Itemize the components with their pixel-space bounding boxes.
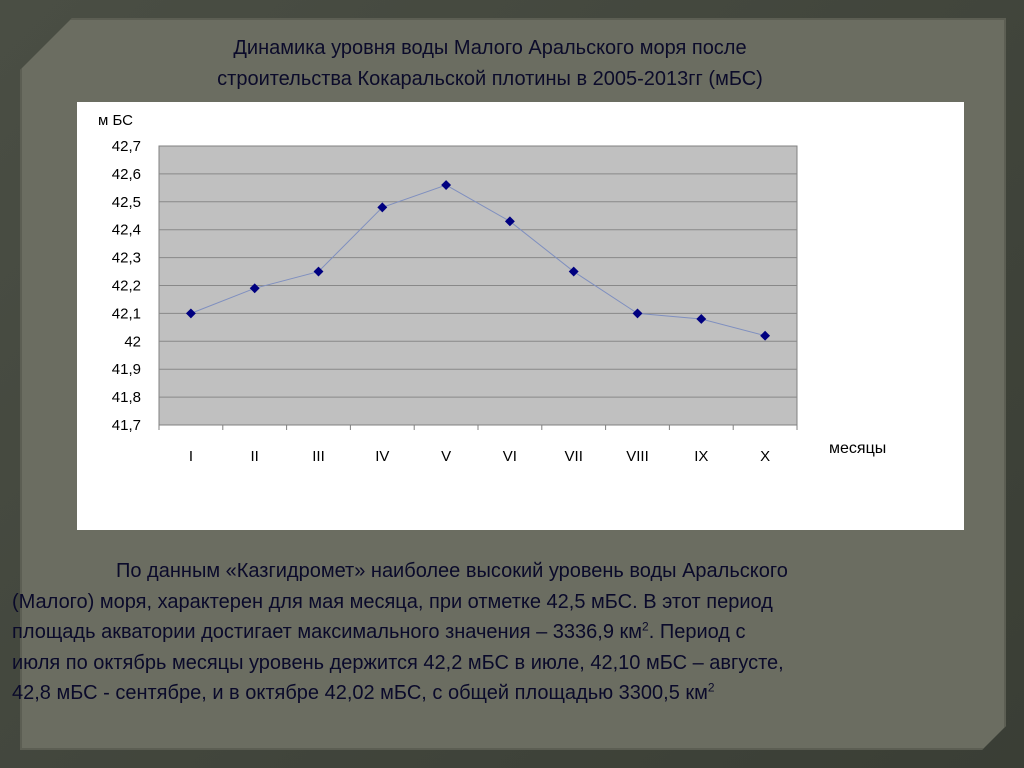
x-tick-label: VII xyxy=(565,448,583,465)
data-point xyxy=(568,266,579,277)
y-tick-label: 41,7 xyxy=(112,417,141,434)
y-tick-label: 42,7 xyxy=(112,138,141,155)
x-tick-label: VIII xyxy=(626,448,649,465)
body-line-5a: 42,8 мБС - сентябре, и в октябре 42,02 м… xyxy=(12,682,708,704)
data-point xyxy=(249,283,260,294)
y-axis-label: м БС xyxy=(98,112,133,129)
x-tick-label: V xyxy=(441,448,451,465)
data-point xyxy=(632,308,643,319)
y-tick-label: 42,1 xyxy=(112,305,141,322)
y-tick-label: 42,4 xyxy=(112,222,141,239)
x-tick-label: IV xyxy=(375,448,389,465)
grid-lines xyxy=(159,173,797,398)
superscript-1: 2 xyxy=(642,619,649,634)
body-line-1: По данным «Казгидромет» наиболее высокий… xyxy=(116,560,788,582)
slide-title: Динамика уровня воды Малого Аральского м… xyxy=(80,33,900,95)
superscript-2: 2 xyxy=(707,680,715,695)
data-point xyxy=(441,180,452,191)
body-line-2: (Малого) моря, характерен для мая месяца… xyxy=(12,590,773,613)
y-tick-label: 42,2 xyxy=(112,278,141,295)
title-line-1: Динамика уровня воды Малого Аральского м… xyxy=(233,37,747,59)
x-tick-label: X xyxy=(760,448,770,465)
body-line-4: июля по октябрь месяцы уровень держится … xyxy=(12,651,784,674)
data-point xyxy=(313,266,324,277)
y-tick-label: 42,6 xyxy=(112,166,141,183)
line-chart: 41,7 41,8 41,9 42 42,1 42,2 42,3 42,4 42,5 42,6 42… xyxy=(98,112,886,465)
x-tick-label: VI xyxy=(503,448,517,465)
data-point xyxy=(760,330,771,341)
y-tick-label: 41,8 xyxy=(112,389,141,406)
title-line-2: строительства Кокаральской плотины в 200… xyxy=(217,68,763,90)
x-tick-labels: I II III IV V VI VII VIII IX X xyxy=(158,425,798,465)
data-point xyxy=(504,216,515,227)
chart-area: 41,7 41,8 41,9 42 42,1 42,2 42,3 42,4 42,5 42,6 42… xyxy=(77,102,964,530)
x-tick-label: II xyxy=(251,448,259,465)
x-tick-label: I xyxy=(189,448,193,465)
y-tick-label: 42,5 xyxy=(112,194,141,211)
x-axis-label: месяцы xyxy=(829,440,886,457)
data-point xyxy=(696,314,707,324)
description-text: По данным «Казгидромет» наиболее высокий… xyxy=(12,556,1012,709)
x-tick-label: III xyxy=(312,448,325,465)
y-tick-label: 42 xyxy=(124,333,141,350)
body-line-3a: площадь акватории достигает максимальног… xyxy=(12,621,643,643)
y-tick-label: 41,9 xyxy=(112,361,141,378)
y-tick-label: 42,3 xyxy=(112,250,141,267)
series-line xyxy=(190,184,766,337)
x-tick-label: IX xyxy=(694,448,708,465)
y-tick-labels: 41,7 41,8 41,9 42 42,1 42,2 42,3 42,4 42,5 42,6 42… xyxy=(112,138,141,434)
body-line-3b: . Период с xyxy=(648,621,746,643)
